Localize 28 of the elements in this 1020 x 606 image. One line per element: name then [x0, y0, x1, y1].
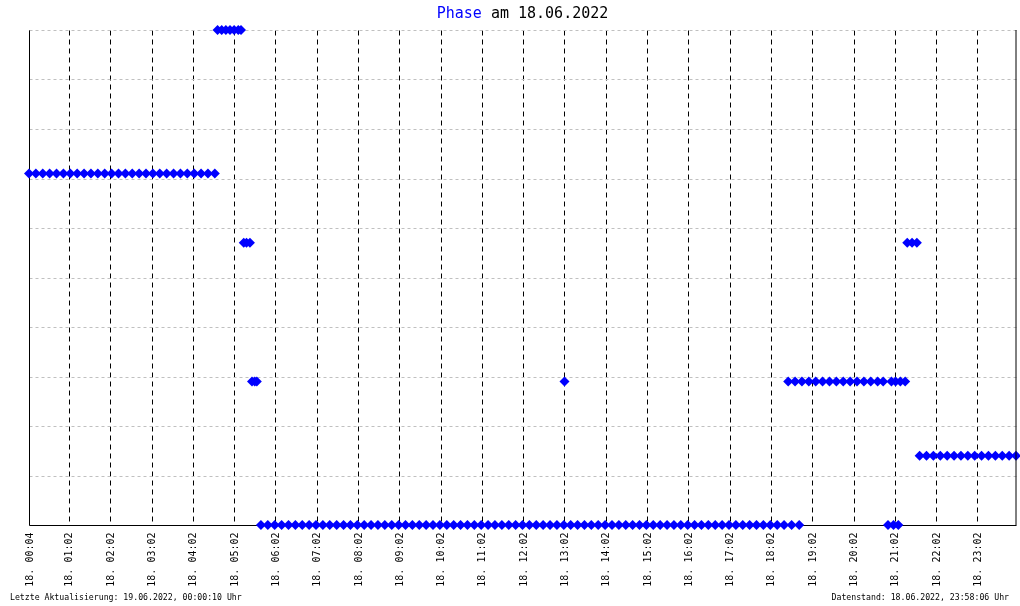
x-tick-label: 18. 00:04: [23, 532, 35, 587]
x-tick-label: 18. 15:02: [641, 532, 653, 587]
x-tick-label: 18. 13:02: [558, 532, 570, 587]
x-tick-label: 18. 08:02: [352, 532, 364, 587]
x-tick-label: 18. 10:02: [435, 532, 447, 587]
x-tick-label: 18. 05:02: [228, 532, 240, 587]
x-tick-label: 18. 14:02: [600, 532, 612, 587]
x-tick-label: 18. 04:02: [187, 532, 199, 587]
x-tick-label: 18. 20:02: [848, 532, 860, 587]
x-tick-label: 18. 21:02: [889, 532, 901, 587]
x-tick-label: 18. 01:02: [63, 532, 75, 587]
x-tick-label: 18. 12:02: [517, 532, 529, 587]
x-tick-label: 18. 17:02: [724, 532, 736, 587]
x-tick-label: 18. 23:02: [971, 532, 983, 587]
x-tick-label: 18. 09:02: [393, 532, 405, 587]
x-tick-label: 18. 03:02: [146, 532, 158, 587]
x-tick-label: 18. 19:02: [806, 532, 818, 587]
x-tick-label: 18. 22:02: [930, 532, 942, 587]
x-tick-label: 18. 02:02: [104, 532, 116, 587]
x-tick-label: 18. 11:02: [476, 532, 488, 587]
chart-title: am 18.06.2022: [490, 4, 609, 22]
text: Datenstand: 18.06.2022, 23:58:06 Uhr: [831, 592, 1010, 602]
text: Phase: [436, 4, 482, 22]
x-tick-label: 18. 16:02: [682, 532, 694, 587]
x-tick-label: 18. 06:02: [269, 532, 281, 587]
x-tick-label: 18. 18:02: [765, 532, 777, 587]
x-tick-label: 18. 07:02: [311, 532, 323, 587]
text: Letzte Aktualisierung: 19.06.2022, 00:00:10 Uhr: [10, 592, 242, 602]
